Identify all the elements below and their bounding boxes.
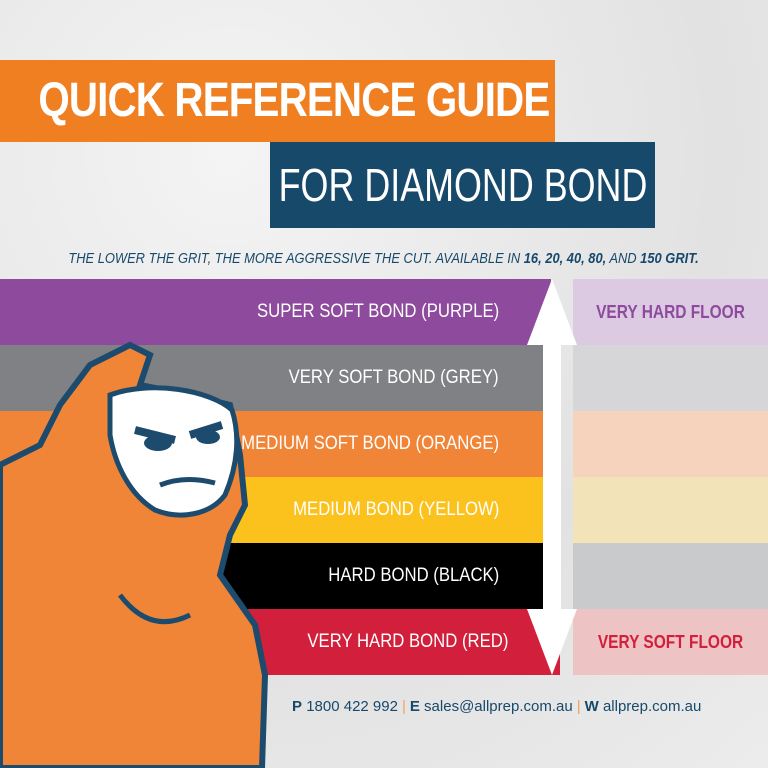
bond-label: VERY HARD BOND (RED) [307,631,508,652]
bond-label: MEDIUM SOFT BOND (ORANGE) [241,433,499,454]
subtitle-banner: FOR DIAMOND BOND [270,142,655,228]
bond-band: SUPER SOFT BOND (PURPLE) [0,279,551,345]
floor-cell [573,543,768,609]
separator: | [576,698,581,715]
floor-bottom-label: VERY SOFT FLOOR [597,632,744,652]
grit-note-line: THE LOWER THE GRIT, THE MORE AGGRESSIVE … [69,249,699,269]
floor-cell [573,345,768,411]
email[interactable]: sales@allprep.com.au [424,698,573,715]
arrow-icon [527,279,577,675]
title-line1: QUICK REFERENCE GUIDE [37,74,550,127]
web-label: W [584,698,599,715]
grit-values-2: 150 GRIT. [640,250,700,267]
gorilla-mascot-icon [0,341,269,768]
title-banner: QUICK REFERENCE GUIDE [0,60,555,142]
separator: | [401,698,406,715]
grit-text: THE LOWER THE GRIT, THE MORE AGGRESSIVE … [68,250,525,267]
floor-cell: VERY HARD FLOOR [573,279,768,345]
floor-cell [573,411,768,477]
title-line2: FOR DIAMOND BOND [278,159,647,211]
grit-and: AND [606,250,641,267]
bond-label: MEDIUM BOND (YELLOW) [292,499,499,520]
bond-label: HARD BOND (BLACK) [328,565,499,586]
email-label: E [409,698,420,715]
floor-cell: VERY SOFT FLOOR [573,609,768,675]
grit-values: 16, 20, 40, 80, [524,250,607,267]
floor-top-label: VERY HARD FLOOR [596,302,745,322]
phone-label: P [292,698,303,715]
contact-info: P 1800 422 992 | E sales@allprep.com.au | W … [292,697,701,717]
phone[interactable]: 1800 422 992 [306,698,398,715]
website[interactable]: allprep.com.au [602,698,702,715]
grit-note: THE LOWER THE GRIT, THE MORE AGGRESSIVE … [0,249,768,269]
floor-cell [573,477,768,543]
bond-label: SUPER SOFT BOND (PURPLE) [256,301,499,322]
bond-label: VERY SOFT BOND (GREY) [289,367,499,388]
